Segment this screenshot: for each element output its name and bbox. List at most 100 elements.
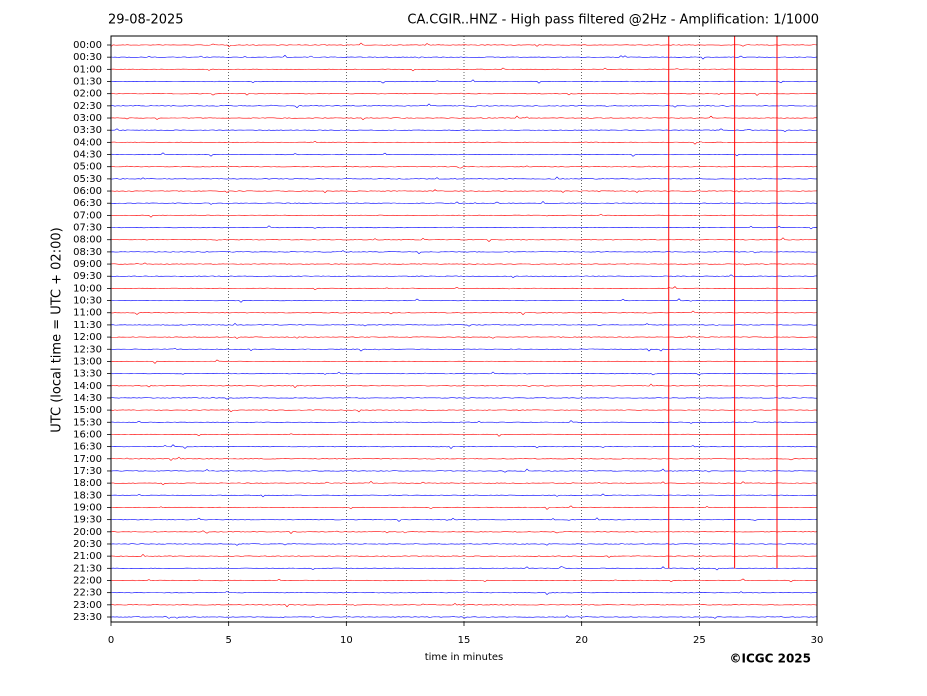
y-tick-label: 16:30 bbox=[73, 442, 102, 453]
trace bbox=[110, 456, 818, 461]
y-tick-label: 03:30 bbox=[73, 125, 102, 136]
copyright: ©ICGC 2025 bbox=[729, 652, 811, 666]
trace bbox=[110, 396, 818, 400]
trace bbox=[110, 543, 818, 546]
trace bbox=[110, 335, 818, 339]
y-tick-label: 08:30 bbox=[73, 247, 102, 258]
y-tick-label: 16:00 bbox=[73, 429, 102, 440]
y-tick-label: 23:00 bbox=[73, 600, 102, 611]
y-tick-label: 22:30 bbox=[73, 588, 102, 599]
y-tick-label: 00:00 bbox=[73, 40, 102, 51]
trace bbox=[110, 67, 818, 72]
trace bbox=[110, 444, 818, 450]
y-tick-label: 01:30 bbox=[73, 77, 102, 88]
trace bbox=[110, 200, 818, 205]
y-tick-label: 11:00 bbox=[73, 308, 102, 319]
y-tick-label: 08:00 bbox=[73, 235, 102, 246]
y-tick-label: 20:30 bbox=[73, 539, 102, 550]
trace bbox=[110, 493, 818, 498]
y-tick-label: 05:30 bbox=[73, 174, 102, 185]
trace bbox=[110, 409, 818, 413]
y-tick-label: 15:00 bbox=[73, 405, 102, 416]
y-tick-label: 12:30 bbox=[73, 344, 102, 355]
y-tick-label: 04:30 bbox=[73, 150, 102, 161]
y-tick-label: 17:00 bbox=[73, 454, 102, 465]
y-tick-label: 03:00 bbox=[73, 113, 102, 124]
y-tick-label: 09:00 bbox=[73, 259, 102, 270]
trace bbox=[110, 566, 818, 571]
y-tick-label: 02:30 bbox=[73, 101, 102, 112]
x-tick-label: 20 bbox=[575, 635, 588, 646]
trace bbox=[110, 359, 818, 364]
trace bbox=[110, 602, 818, 608]
y-tick-label: 18:30 bbox=[73, 490, 102, 501]
trace bbox=[110, 590, 818, 595]
trace bbox=[110, 237, 818, 243]
x-tick-label: 25 bbox=[693, 635, 706, 646]
y-tick-label: 22:00 bbox=[73, 575, 102, 586]
trace bbox=[110, 103, 818, 109]
y-tick-label: 04:00 bbox=[73, 137, 102, 148]
trace bbox=[110, 615, 818, 619]
y-tick-label: 13:00 bbox=[73, 356, 102, 367]
trace bbox=[110, 371, 818, 376]
y-tick-label: 10:00 bbox=[73, 283, 102, 294]
y-tick-label: 07:30 bbox=[73, 223, 102, 234]
trace bbox=[110, 189, 818, 194]
chart-title: CA.CGIR..HNZ - High pass filtered @2Hz -… bbox=[407, 13, 819, 28]
y-tick-label: 11:30 bbox=[73, 320, 102, 331]
x-tick-label: 15 bbox=[458, 635, 471, 646]
trace bbox=[110, 578, 818, 583]
y-tick-label: 14:30 bbox=[73, 393, 102, 404]
x-tick-label: 0 bbox=[108, 635, 114, 646]
trace bbox=[110, 42, 818, 48]
trace bbox=[110, 250, 818, 255]
trace bbox=[110, 225, 818, 230]
trace bbox=[110, 433, 818, 437]
x-tick-label: 30 bbox=[811, 635, 824, 646]
trace bbox=[110, 176, 818, 180]
x-axis-label: time in minutes bbox=[425, 652, 504, 663]
trace bbox=[110, 262, 818, 266]
trace bbox=[110, 79, 818, 84]
trace bbox=[110, 165, 818, 169]
y-tick-label: 09:30 bbox=[73, 271, 102, 282]
trace bbox=[110, 274, 817, 279]
y-tick-label: 21:30 bbox=[73, 563, 102, 574]
y-tick-label: 15:30 bbox=[73, 417, 102, 428]
y-tick-label: 21:00 bbox=[73, 551, 102, 562]
trace bbox=[110, 298, 818, 303]
y-tick-label: 07:00 bbox=[73, 210, 102, 221]
trace bbox=[110, 383, 818, 389]
trace bbox=[110, 323, 818, 327]
y-tick-label: 05:00 bbox=[73, 162, 102, 173]
plot-frame bbox=[110, 35, 818, 623]
trace bbox=[110, 286, 818, 291]
trace bbox=[110, 213, 818, 218]
y-tick-label: 06:30 bbox=[73, 198, 102, 209]
date: 29-08-2025 bbox=[108, 13, 184, 28]
y-tick-label: 17:30 bbox=[73, 466, 102, 477]
y-tick-label: 00:30 bbox=[73, 52, 102, 63]
trace bbox=[110, 152, 818, 157]
y-tick-label: 01:00 bbox=[73, 64, 102, 75]
trace bbox=[110, 347, 818, 352]
y-tick-label: 10:30 bbox=[73, 296, 102, 307]
y-tick-label: 19:30 bbox=[73, 515, 102, 526]
trace bbox=[110, 128, 818, 133]
y-axis-label: UTC (local time = UTC + 02:00) bbox=[50, 227, 65, 432]
y-tick-label: 12:00 bbox=[73, 332, 102, 343]
y-tick-label: 19:00 bbox=[73, 502, 102, 513]
y-tick-label: 06:00 bbox=[73, 186, 102, 197]
y-tick-label: 02:00 bbox=[73, 89, 102, 100]
trace bbox=[110, 420, 818, 424]
x-tick-label: 5 bbox=[225, 635, 231, 646]
x-tick-label: 10 bbox=[340, 635, 353, 646]
trace bbox=[110, 92, 818, 96]
trace bbox=[110, 505, 818, 510]
y-tick-label: 23:30 bbox=[73, 612, 102, 623]
y-tick-label: 13:30 bbox=[73, 369, 102, 380]
trace bbox=[110, 553, 818, 558]
